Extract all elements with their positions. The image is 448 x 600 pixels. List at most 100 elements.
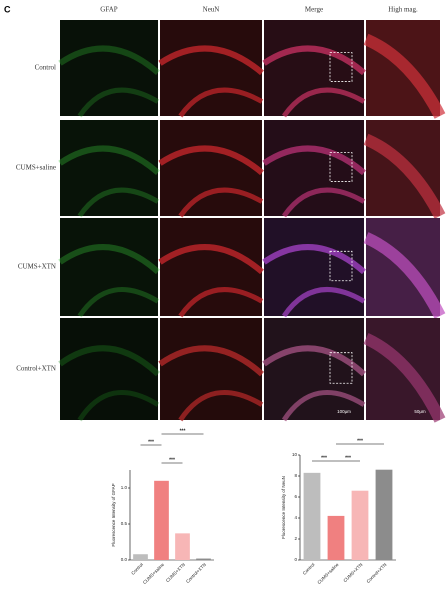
tissue-band xyxy=(58,345,161,377)
tissue-band xyxy=(262,145,366,176)
bar xyxy=(196,558,211,560)
bar xyxy=(327,515,345,560)
y-axis-label: Fluorescence Intensity of GFAP xyxy=(111,483,116,546)
x-tick-label: CUMS+saline xyxy=(142,562,165,585)
y-tick-label: 0.5 xyxy=(121,521,128,526)
x-tick-label: Control xyxy=(130,562,144,576)
zoom-box xyxy=(329,250,353,282)
tissue-haze xyxy=(160,120,262,216)
micrograph xyxy=(264,318,364,420)
column-header: Merge xyxy=(305,6,323,14)
row-label: CUMS+XTN xyxy=(18,263,56,271)
y-tick-label: 4 xyxy=(294,515,297,520)
y-tick-label: 2 xyxy=(294,536,297,541)
tissue-band xyxy=(158,145,264,176)
scale-bar-label: 50μm xyxy=(414,409,426,414)
bar xyxy=(175,533,190,560)
tissue-haze xyxy=(264,120,364,216)
tissue-band xyxy=(262,345,367,377)
row-label: CUMS+saline xyxy=(16,164,56,172)
micrograph xyxy=(264,218,364,316)
tissue-haze xyxy=(264,318,364,420)
micrograph xyxy=(264,20,364,116)
tissue-band xyxy=(58,145,160,176)
tissue-band xyxy=(363,133,446,219)
tissue-band xyxy=(178,187,264,218)
x-tick-label: Control xyxy=(302,562,316,576)
x-tick-label: Control+XTN xyxy=(366,562,388,584)
row-label: Control xyxy=(35,64,56,72)
micrograph xyxy=(264,120,364,216)
tissue-band xyxy=(281,390,366,422)
micrograph xyxy=(160,20,262,116)
tissue-band xyxy=(158,244,264,275)
tissue-band xyxy=(158,45,264,76)
tissue-band xyxy=(77,390,160,422)
zoom-box xyxy=(329,352,353,384)
x-tick-label: CUMS+saline xyxy=(316,562,339,585)
tissue-haze xyxy=(60,218,158,316)
tissue-band xyxy=(262,45,366,76)
bar xyxy=(154,480,169,560)
y-tick-label: 0 xyxy=(294,557,297,562)
bar xyxy=(303,472,321,560)
tissue-band xyxy=(281,187,366,218)
tissue-band xyxy=(58,244,161,275)
significance-label: *** xyxy=(148,439,154,445)
x-tick-label: CUMS+XTN xyxy=(342,562,363,583)
tissue-haze xyxy=(160,20,262,116)
zoom-box xyxy=(329,52,353,82)
tissue-haze xyxy=(60,318,158,420)
micrograph xyxy=(60,318,158,420)
significance-label: *** xyxy=(321,455,327,461)
bar xyxy=(375,469,393,560)
tissue-haze xyxy=(60,20,158,116)
tissue-band xyxy=(77,287,160,318)
tissue-haze xyxy=(264,218,364,316)
column-header: High mag. xyxy=(388,6,418,14)
y-tick-label: 6 xyxy=(294,494,297,499)
significance-label: *** xyxy=(345,455,351,461)
significance-label: *** xyxy=(169,457,175,463)
tissue-haze xyxy=(264,20,364,116)
micrograph xyxy=(60,120,158,216)
bar xyxy=(133,554,148,560)
bar xyxy=(351,490,369,560)
y-tick-label: 10 xyxy=(292,452,298,457)
significance-label: *** xyxy=(180,428,186,434)
scale-bar-label: 100μm xyxy=(337,409,351,414)
x-tick-label: Control+XTN xyxy=(185,562,207,584)
row-label: Control+XTN xyxy=(16,365,56,373)
tissue-band xyxy=(158,345,265,377)
tissue-band xyxy=(178,390,264,422)
y-tick-label: 8 xyxy=(294,473,297,478)
y-tick-label: 1.0 xyxy=(121,485,128,490)
micrograph xyxy=(60,20,158,116)
panel-label: C xyxy=(4,4,11,14)
tissue-band xyxy=(281,287,366,318)
tissue-band xyxy=(363,232,446,319)
micrograph xyxy=(160,218,262,316)
zoom-box xyxy=(329,152,353,182)
tissue-band xyxy=(178,287,264,318)
column-header: GFAP xyxy=(100,6,117,14)
micrograph xyxy=(160,120,262,216)
tissue-band xyxy=(281,87,366,118)
tissue-haze xyxy=(160,318,262,420)
x-tick-label: CUMS+XTN xyxy=(165,562,186,583)
micrograph xyxy=(60,218,158,316)
tissue-band xyxy=(77,187,160,218)
tissue-haze xyxy=(60,120,158,216)
tissue-band xyxy=(363,332,446,423)
tissue-band xyxy=(363,33,446,119)
tissue-band xyxy=(77,87,160,118)
tissue-band xyxy=(262,244,366,275)
significance-label: *** xyxy=(357,438,363,444)
tissue-haze xyxy=(160,218,262,316)
column-header: NeuN xyxy=(203,6,220,14)
micrograph xyxy=(160,318,262,420)
tissue-band xyxy=(58,45,160,76)
y-tick-label: 0.0 xyxy=(121,557,128,562)
